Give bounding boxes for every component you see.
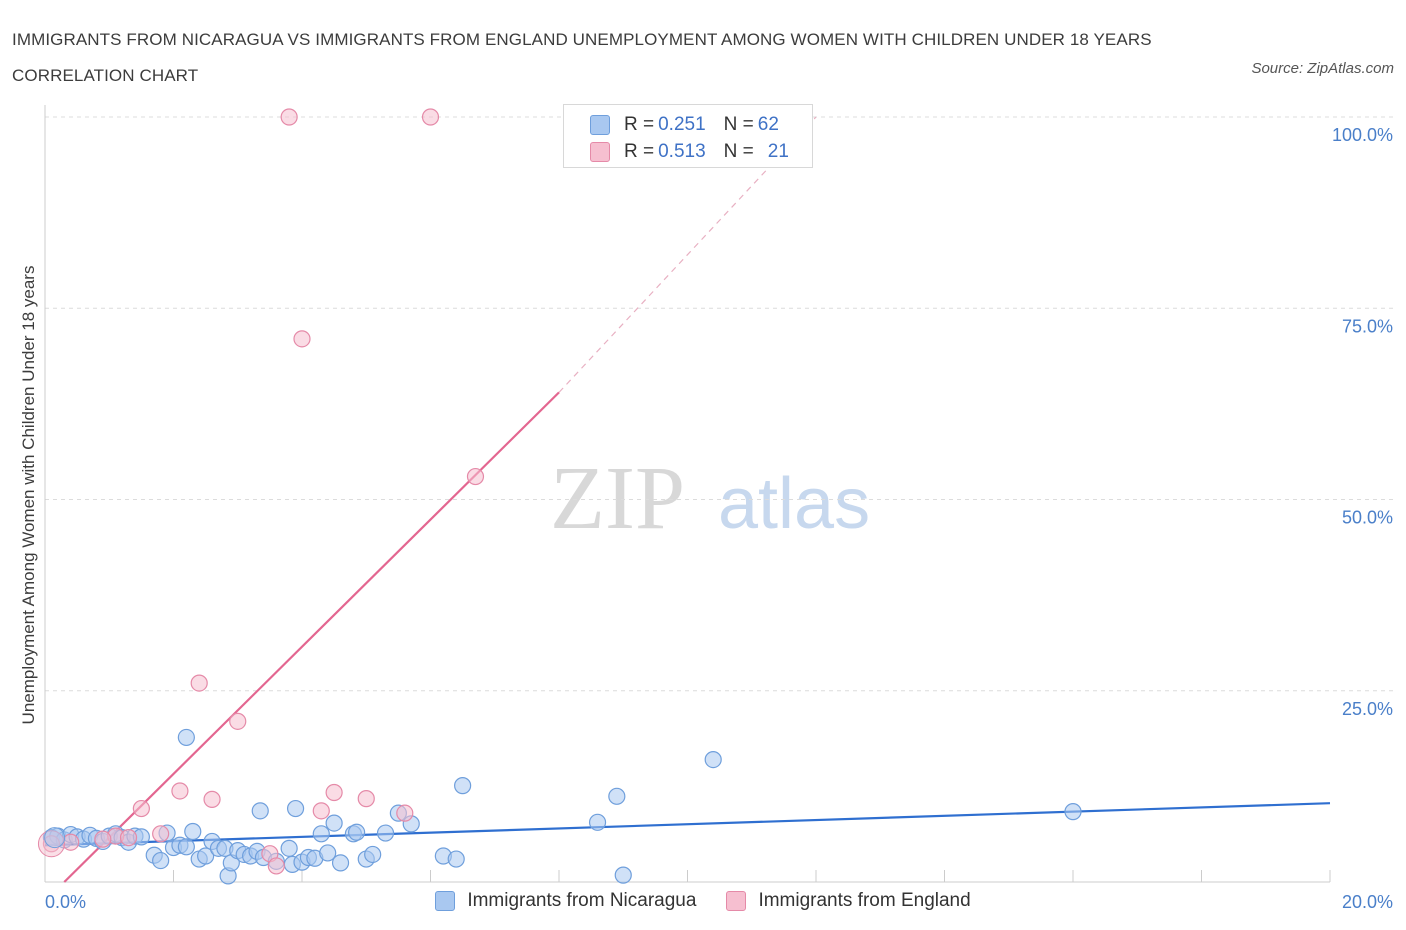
legend-swatch-england: [590, 142, 610, 162]
data-point-england: [229, 712, 247, 730]
data-point-england: [312, 802, 330, 820]
data-point-nicaragua: [608, 787, 626, 805]
data-point-england: [293, 330, 311, 348]
data-point-england: [357, 790, 375, 808]
legend-item-england[interactable]: Immigrants from England: [726, 890, 971, 912]
data-point-england: [190, 674, 208, 692]
legend-swatch-nicaragua: [590, 115, 610, 135]
legend-n-value: 62: [757, 114, 779, 135]
stats-legend: R = 0.251 N = 62 R = 0.513 N = 21: [563, 104, 813, 168]
data-point-england: [267, 857, 285, 875]
y-tick-label: 50.0%: [1342, 508, 1393, 528]
data-point-nicaragua: [325, 814, 343, 832]
data-point-england: [396, 804, 414, 822]
x-tick-label: 20.0%: [1342, 892, 1393, 912]
data-point-england: [152, 825, 170, 843]
x-tick-label: 0.0%: [45, 892, 86, 912]
legend-row-england: R = 0.513 N = 21: [590, 139, 789, 165]
data-point-nicaragua: [280, 839, 298, 857]
legend-r-label: R =: [624, 114, 655, 135]
legend-label-england: Immigrants from England: [758, 890, 971, 911]
data-point-nicaragua: [251, 802, 269, 820]
grid-lines: [45, 116, 1395, 692]
source-label: Source: ZipAtlas.com: [1251, 60, 1394, 77]
data-point-england: [119, 829, 138, 847]
chart-title: IMMIGRANTS FROM NICARAGUA VS IMMIGRANTS …: [12, 30, 1152, 85]
data-point-nicaragua: [364, 845, 382, 864]
legend-n-label: N =: [723, 114, 754, 135]
data-point-nicaragua: [614, 866, 632, 884]
data-point-nicaragua: [348, 823, 366, 841]
data-point-england: [62, 833, 80, 851]
data-point-nicaragua: [376, 824, 395, 842]
y-axis-label: Unemployment Among Women with Children U…: [19, 266, 38, 725]
data-point-england: [171, 782, 189, 800]
data-point-nicaragua: [177, 838, 195, 856]
data-point-england: [325, 783, 343, 802]
series-legend: Immigrants from Nicaragua Immigrants fro…: [0, 890, 1406, 912]
y-tick-label: 100.0%: [1332, 125, 1393, 145]
legend-swatch-nicaragua: [435, 891, 456, 911]
data-point-england: [94, 830, 112, 848]
data-point-england: [280, 108, 298, 126]
y-tick-label: 25.0%: [1342, 699, 1393, 719]
data-point-nicaragua: [152, 851, 170, 870]
legend-swatch-england: [726, 891, 747, 911]
legend-label-nicaragua: Immigrants from Nicaragua: [467, 890, 697, 911]
data-point-nicaragua: [447, 850, 465, 868]
legend-item-nicaragua[interactable]: Immigrants from Nicaragua: [435, 890, 696, 912]
data-point-england: [421, 108, 440, 126]
data-point-nicaragua: [184, 822, 202, 841]
data-point-nicaragua: [1064, 803, 1082, 821]
axes: [44, 105, 1331, 883]
data-point-nicaragua: [454, 777, 472, 795]
data-point-nicaragua: [286, 799, 305, 818]
watermark-atlas: atlas: [718, 464, 870, 544]
legend-row-nicaragua: R = 0.251 N = 62: [590, 112, 779, 138]
data-point-nicaragua: [312, 825, 330, 843]
data-point-nicaragua: [197, 847, 215, 865]
tick-labels: 100.0% 75.0% 50.0% 25.0% 0.0% 20.0%: [45, 125, 1393, 912]
data-point-nicaragua: [44, 827, 66, 849]
watermark-zip: ZIP: [550, 449, 685, 548]
data-point-england: [203, 790, 221, 808]
y-tick-label: 75.0%: [1342, 316, 1393, 336]
trend-line-nicaragua: [44, 802, 1331, 847]
data-points: [37, 108, 1082, 885]
data-point-england: [466, 467, 485, 486]
data-point-nicaragua: [704, 750, 722, 769]
data-point-england: [132, 799, 150, 818]
legend-r-label: R =: [624, 141, 655, 162]
legend-r-value: 0.251: [658, 114, 706, 135]
data-point-nicaragua: [331, 854, 350, 872]
legend-n-label: N =: [723, 141, 754, 162]
legend-n-value: 21: [767, 141, 789, 162]
legend-r-value: 0.513: [658, 141, 706, 162]
data-point-nicaragua: [319, 844, 337, 862]
data-point-nicaragua: [588, 813, 607, 831]
data-point-nicaragua: [177, 728, 195, 747]
